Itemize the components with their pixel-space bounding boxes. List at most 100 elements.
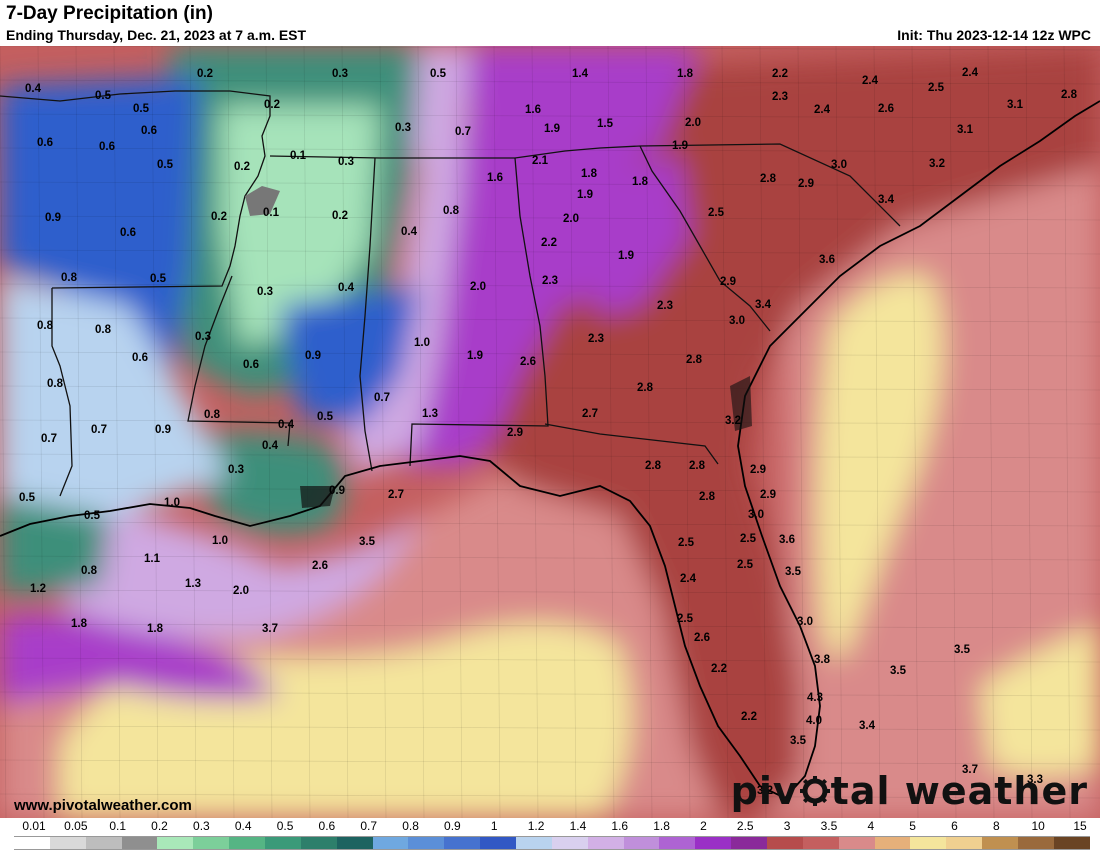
precip-value-label: 2.8 xyxy=(699,491,716,503)
precip-value-label: 3.1 xyxy=(957,124,974,136)
legend-swatch xyxy=(731,837,768,849)
precip-value-label: 1.8 xyxy=(147,623,164,635)
border-ga-fl xyxy=(544,423,719,465)
precip-value-label: 2.8 xyxy=(686,354,703,366)
precip-value-label: 2.5 xyxy=(740,533,757,545)
legend-tick-label: 2 xyxy=(700,819,707,833)
legend-swatch xyxy=(14,837,50,849)
precip-value-label: 2.2 xyxy=(741,711,757,723)
legend-swatch xyxy=(551,837,588,849)
precip-value-label: 0.6 xyxy=(120,227,136,239)
precip-value-label: 1.0 xyxy=(164,497,180,509)
precip-value-label: 2.1 xyxy=(532,155,549,167)
precip-value-label: 1.9 xyxy=(672,140,688,152)
precip-value-label: 3.7 xyxy=(962,764,978,776)
precip-value-label: 4.3 xyxy=(807,692,823,704)
precip-value-label: 0.8 xyxy=(61,272,78,284)
precip-fields xyxy=(0,46,1100,818)
precip-value-label: 1.8 xyxy=(71,618,88,630)
precip-value-label: 0.5 xyxy=(95,90,112,102)
legend-tick-label: 5 xyxy=(909,819,916,833)
pivotal-weather-logo: piv tal weather xyxy=(731,768,1088,814)
legend-color-bar xyxy=(14,836,1090,850)
precip-value-label: 0.3 xyxy=(195,331,211,343)
legend-swatch xyxy=(480,837,517,849)
precip-value-label: 3.8 xyxy=(814,654,831,666)
legend-tick-label: 0.05 xyxy=(64,819,88,833)
precip-value-label: 2.2 xyxy=(772,68,788,80)
precip-value-label: 2.9 xyxy=(798,178,814,190)
precip-value-label: 2.3 xyxy=(772,91,788,103)
precip-value-label: 2.3 xyxy=(657,300,673,312)
color-legend: 0.01 0.05 0.1 0.2 0.3 0.4 0.5 0.6 0.7 0.8 0.9 1 1.2 1… xyxy=(0,818,1100,850)
precip-value-label: 1.8 xyxy=(632,176,649,188)
precip-value-label: 0.5 xyxy=(133,103,150,115)
border-ar-la xyxy=(0,90,271,289)
legend-tick-label: 4 xyxy=(867,819,875,833)
legend-swatch xyxy=(121,837,158,849)
legend-tick-label: 6 xyxy=(951,819,958,833)
legend-tick-label: 1.6 xyxy=(611,819,629,833)
legend-swatch xyxy=(874,837,911,849)
legend-tick-label: 15 xyxy=(1073,819,1087,833)
precip-value-label: 0.7 xyxy=(91,424,107,436)
border-tn-south xyxy=(269,143,901,227)
precip-value-label: 1.0 xyxy=(212,535,228,547)
legend-tick-label: 0.1 xyxy=(109,819,127,833)
website-credit[interactable]: www.pivotalweather.com xyxy=(14,797,192,814)
legend-tick-label: 0.9 xyxy=(444,819,461,833)
precip-value-label: 2.0 xyxy=(470,281,486,293)
precip-value-label: 3.6 xyxy=(779,534,795,546)
precip-value-label: 3.4 xyxy=(859,720,876,732)
precip-value-label: 0.4 xyxy=(401,226,418,238)
legend-tick-labels: 0.01 0.05 0.1 0.2 0.3 0.4 0.5 0.6 0.7 0.8 0.9 1 1.2 1… xyxy=(0,819,1100,835)
legend-swatch xyxy=(444,837,481,849)
precip-value-label: 0.4 xyxy=(338,282,355,294)
precip-value-label: 2.9 xyxy=(760,489,776,501)
precip-value-label: 0.2 xyxy=(332,210,348,222)
precip-value-label: 3.1 xyxy=(1007,99,1024,111)
precip-value-label: 2.9 xyxy=(720,276,736,288)
precip-value-label: 2.6 xyxy=(694,632,710,644)
precip-value-label: 2.8 xyxy=(689,460,706,472)
precip-value-label: 0.4 xyxy=(278,419,295,431)
precip-value-label: 2.8 xyxy=(760,173,777,185)
precip-value-label: 0.9 xyxy=(45,212,61,224)
legend-tick-label: 0.01 xyxy=(22,819,46,833)
legend-swatch xyxy=(659,837,696,849)
precip-value-label: 1.3 xyxy=(185,578,201,590)
precip-value-label: 2.0 xyxy=(685,117,701,129)
precip-value-label: 1.9 xyxy=(544,123,560,135)
legend-swatch xyxy=(838,837,875,849)
precip-value-label: 3.2 xyxy=(757,785,773,797)
precip-value-label: 1.8 xyxy=(677,68,694,80)
state-borders xyxy=(0,90,901,497)
precip-value-label: 0.6 xyxy=(132,352,148,364)
legend-tick-label: 0.6 xyxy=(318,819,336,833)
map-header: 7-Day Precipitation (in) Ending Thursday… xyxy=(0,0,1100,46)
precip-value-label: 3.5 xyxy=(359,536,376,548)
precip-value-label: 3.0 xyxy=(729,315,745,327)
precip-map-canvas: 0.4 0.5 0.5 0.6 0.6 0.6 0.5 0.9 0.6 0.8 0.5 0.8 0.8 0… xyxy=(0,46,1100,818)
precip-value-label: 2.8 xyxy=(1061,89,1078,101)
precip-value-label: 2.6 xyxy=(312,560,328,572)
precip-value-label: 0.7 xyxy=(374,392,390,404)
legend-tick-label: 0.8 xyxy=(402,819,419,833)
precip-value-label: 0.1 xyxy=(263,207,280,219)
legend-swatch xyxy=(802,837,839,849)
precip-value-label: 0.3 xyxy=(332,68,348,80)
precip-value-label: 2.3 xyxy=(542,275,558,287)
precip-value-label: 0.1 xyxy=(290,150,307,162)
legend-swatch xyxy=(85,837,122,849)
precip-value-label: 3.5 xyxy=(785,566,802,578)
precip-value-label: 0.4 xyxy=(262,440,279,452)
gear-icon xyxy=(799,776,830,806)
precip-value-label: 0.8 xyxy=(37,320,54,332)
precip-value-label: 2.4 xyxy=(862,75,879,87)
legend-swatch xyxy=(408,837,445,849)
precip-value-label: 0.3 xyxy=(257,286,273,298)
precip-value-label: 0.8 xyxy=(95,324,112,336)
legend-swatch xyxy=(300,837,337,849)
precip-value-label: 1.1 xyxy=(144,553,161,565)
precip-value-label: 0.5 xyxy=(150,273,167,285)
